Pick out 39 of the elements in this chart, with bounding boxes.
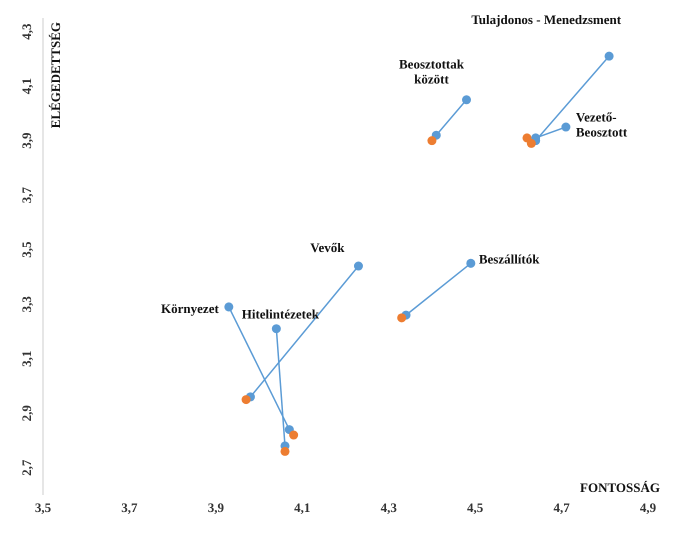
y-tick-label: 4,1 — [19, 78, 34, 94]
point — [224, 302, 234, 312]
x-tick-label: 4,9 — [640, 500, 657, 516]
y-axis-title: ELÉGEDETTSÉG — [48, 22, 64, 128]
series-label: Beosztottak között — [399, 56, 465, 86]
series-label: Környezet — [161, 300, 220, 316]
point — [280, 446, 290, 456]
x-axis-title: FONTOSSÁG — [580, 480, 660, 496]
x-tick-label: 4,3 — [380, 500, 398, 516]
y-tick-label: 2,9 — [19, 404, 34, 422]
y-tick-label: 2,7 — [19, 459, 34, 476]
series-label: Vezető- Beosztott — [576, 110, 628, 140]
y-tick-label: 3,7 — [19, 186, 34, 204]
point — [604, 52, 614, 61]
y-tick-label: 4,3 — [19, 23, 34, 40]
series-label: Hitelintézetek — [242, 306, 320, 322]
point — [289, 430, 298, 440]
series-label: Beszállítók — [478, 251, 540, 266]
text: Tulajdonos - Menedzsment — [471, 12, 622, 28]
point — [397, 313, 406, 322]
x-tick-label: 3,7 — [121, 500, 138, 516]
point — [354, 262, 363, 271]
y-tick-label: 3,5 — [19, 241, 34, 258]
y-tick-label: 3,3 — [19, 296, 34, 312]
point — [466, 258, 476, 268]
x-tick-label: 3,5 — [34, 500, 52, 516]
point — [242, 395, 251, 404]
x-tick-label: 3,9 — [208, 500, 224, 516]
point — [462, 95, 472, 104]
point — [526, 138, 536, 148]
y-tick-label: 3,9 — [19, 132, 34, 149]
series-label: Vevők — [310, 240, 346, 256]
x-tick-label: 4,5 — [467, 500, 484, 516]
point — [561, 122, 570, 132]
point — [272, 324, 281, 334]
x-tick-label: 4,7 — [553, 500, 570, 516]
x-tick-label: 4,1 — [294, 500, 310, 516]
point — [427, 136, 436, 146]
y-tick-label: 3,1 — [19, 350, 34, 367]
